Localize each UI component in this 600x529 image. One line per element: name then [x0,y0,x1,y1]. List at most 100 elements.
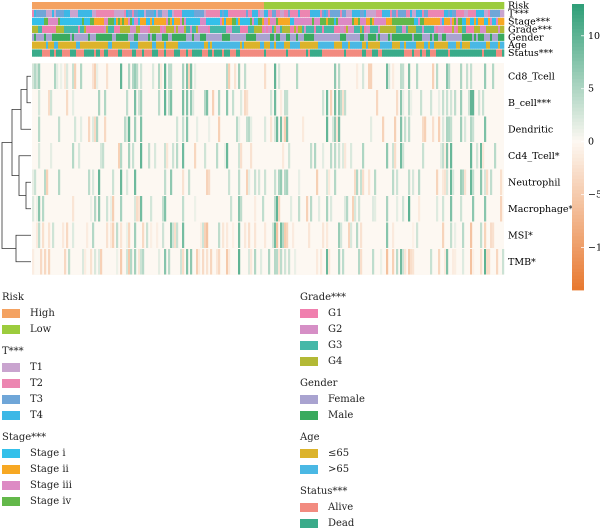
heatmap-cell [470,90,473,116]
heatmap-cell [412,249,415,275]
track-cell [344,49,347,57]
track-cell [204,25,207,33]
heatmap-cell [126,169,129,195]
track-cell [240,41,243,49]
heatmap-cell [80,116,83,142]
track-cell [444,25,447,33]
track-cell [244,17,247,26]
track-cell [106,9,109,18]
track-cell [214,33,217,41]
colorbar-segment [572,129,584,134]
track-cell [412,2,415,10]
track-cell [452,9,455,18]
heatmap-cell [400,63,403,89]
track-cell [232,25,235,33]
track-cell [406,17,409,26]
track-cell [314,17,317,26]
track-cell [212,33,215,41]
track-cell [246,2,249,10]
track-cell [398,25,401,33]
track-cell [62,17,65,26]
track-cell [272,2,275,10]
track-cell [486,9,489,18]
track-cell [192,33,195,41]
track-cell [76,9,79,18]
track-cell [226,41,229,49]
track-cell [466,2,469,10]
colorbar-segment [572,104,584,109]
track-cell [116,41,119,49]
track-cell [234,49,237,57]
track-cell [476,49,479,57]
heatmap-cell [298,196,301,222]
track-cell [90,33,93,41]
track-cell [248,49,251,57]
colorbar-segment [572,150,584,155]
track-cell [392,2,395,10]
track-cell [480,33,483,41]
track-cell [378,9,381,18]
legend-swatch [300,309,318,318]
track-cell [46,2,49,10]
track-cell [110,17,113,26]
track-cell [120,9,123,18]
track-cell [74,49,77,57]
track-cell [348,17,351,26]
legend-title: Gender [300,378,338,389]
track-cell [42,17,45,26]
colorbar-segment [572,186,584,191]
track-cell [202,25,205,33]
track-cell [126,41,129,49]
heatmap-cell [360,169,363,195]
track-cell [246,9,249,18]
track-cell [80,41,83,49]
track-cell [110,41,113,49]
track-cell [378,2,381,10]
track-cell [198,41,201,49]
track-cell [414,25,417,33]
track-cell [380,25,383,33]
track-cell [486,17,489,26]
heatmap-cell [410,90,413,116]
track-cell [496,25,499,33]
heatmap-cell [186,249,189,275]
heatmap-cell [238,143,241,169]
heatmap-cell [402,63,405,89]
track-cell [168,9,171,18]
track-cell [62,25,65,33]
track-cell [356,49,359,57]
track-cell [392,17,395,26]
track-cell [364,9,367,18]
track-cell [260,33,263,41]
track-cell [444,2,447,10]
track-cell [70,49,73,57]
track-cell [256,2,259,10]
colorbar-segment [572,143,584,148]
track-cell [138,2,141,10]
heatmap-cell [386,196,389,222]
track-cell [210,9,213,18]
row-label: MSI* [508,230,533,241]
heatmap-cell [400,143,403,169]
track-cell [474,2,477,10]
track-cell [142,49,145,57]
track-cell [250,9,253,18]
track-cell [32,25,35,33]
track-cell [206,33,209,41]
track-cell [484,17,487,26]
track-cell [180,2,183,10]
track-cell [446,41,449,49]
track-cell [488,9,491,18]
heatmap-cell [400,116,403,142]
track-cell [464,49,467,57]
track-cell [444,9,447,18]
track-cell [188,33,191,41]
track-cell [472,41,475,49]
track-cell [500,2,503,10]
heatmap-cell [328,169,331,195]
heatmap-cell [132,63,135,89]
heatmap-cell [408,116,411,142]
heatmap-cell [484,116,487,142]
heatmap-cell [422,116,425,142]
track-cell [280,9,283,18]
